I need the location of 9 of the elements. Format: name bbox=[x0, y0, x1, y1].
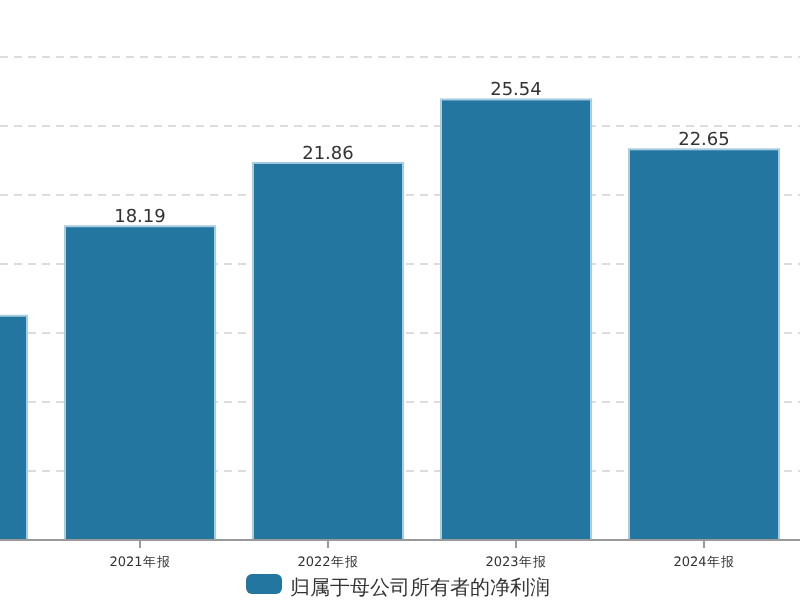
bar bbox=[440, 98, 592, 541]
data-label: 21.86 bbox=[302, 144, 355, 165]
data-label: 22.65 bbox=[678, 131, 730, 152]
data-label: 18.19 bbox=[114, 208, 167, 229]
bar bbox=[64, 225, 216, 541]
bar bbox=[252, 161, 404, 541]
bar bbox=[628, 148, 780, 541]
data-label: 25.54 bbox=[490, 81, 543, 102]
series-label: 归属于母公司所有者的净利润 bbox=[290, 576, 550, 600]
